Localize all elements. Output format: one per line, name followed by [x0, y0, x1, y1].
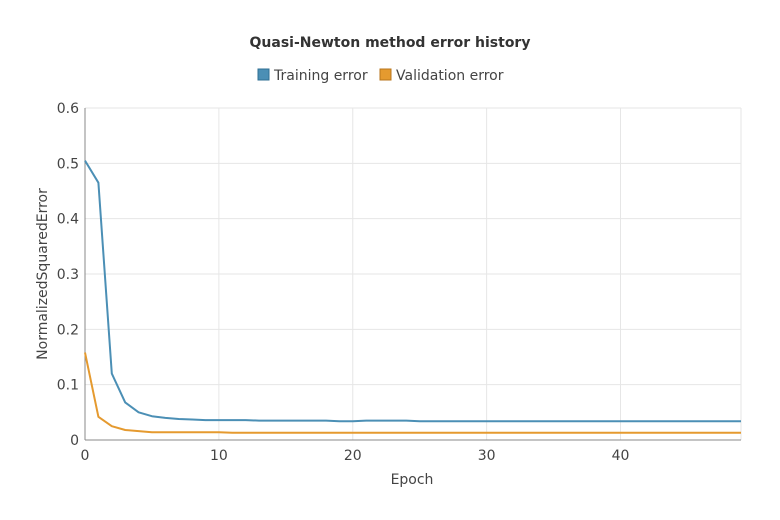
x-tick-label: 40 — [612, 448, 630, 464]
legend-swatch-training — [257, 68, 270, 81]
x-tick-label: 10 — [210, 448, 228, 464]
legend: Training error Validation error — [257, 68, 504, 84]
x-axis-ticks: 0 10 20 30 40 — [81, 448, 630, 464]
y-tick-label: 0.1 — [57, 378, 79, 394]
legend-item-validation[interactable]: Validation error — [379, 68, 504, 84]
y-tick-label: 0.4 — [57, 212, 79, 228]
chart-title: Quasi-Newton method error history — [250, 35, 531, 51]
training-error-line — [84, 160, 741, 423]
x-tick-label: 30 — [478, 448, 496, 464]
grid — [85, 107, 742, 440]
validation-error-line — [84, 352, 741, 434]
y-axis-ticks: 0 0.1 0.2 0.3 0.4 0.5 0.6 — [57, 101, 79, 449]
y-tick-label: 0 — [70, 433, 79, 449]
legend-swatch-validation — [379, 68, 392, 81]
legend-label-validation: Validation error — [396, 68, 504, 84]
legend-item-training[interactable]: Training error — [257, 68, 368, 84]
y-tick-label: 0.2 — [57, 322, 79, 338]
x-axis-label: Epoch — [391, 472, 434, 488]
y-axis-label: NormalizedSquaredError — [35, 188, 51, 360]
axes — [84, 108, 741, 441]
y-tick-label: 0.3 — [57, 267, 79, 283]
x-tick-label: 20 — [344, 448, 362, 464]
series-lines — [84, 160, 741, 434]
y-tick-label: 0.6 — [57, 101, 79, 117]
legend-label-training: Training error — [273, 68, 368, 84]
y-tick-label: 0.5 — [57, 156, 79, 172]
x-tick-label: 0 — [81, 448, 90, 464]
